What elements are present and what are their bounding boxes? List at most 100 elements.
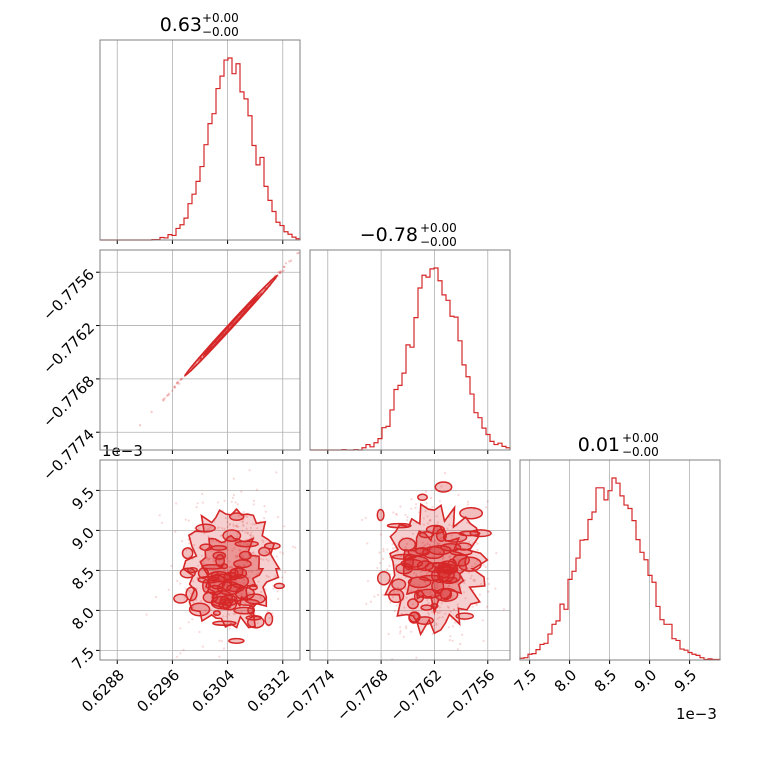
scatter-point xyxy=(173,385,176,388)
scatter-point xyxy=(447,606,450,609)
scatter-point xyxy=(226,612,229,615)
scatter-point xyxy=(228,613,231,616)
scatter-point xyxy=(232,523,235,526)
scatter-point xyxy=(405,596,408,599)
scatter-point xyxy=(423,580,426,583)
scatter-point xyxy=(451,594,454,597)
scatter-point xyxy=(442,556,445,559)
scatter-point xyxy=(223,527,226,531)
scatter-point xyxy=(251,523,254,526)
scatter-point xyxy=(432,624,436,627)
contour-island xyxy=(235,598,260,607)
scatter-point xyxy=(237,563,240,567)
scatter-point xyxy=(387,632,390,636)
scatter-point xyxy=(271,612,274,615)
scatter-point xyxy=(182,648,185,652)
scatter-point xyxy=(453,621,456,624)
scatter-point xyxy=(208,557,211,560)
scatter-point xyxy=(210,608,213,612)
scatter-point xyxy=(187,519,190,522)
scatter-point xyxy=(396,590,399,593)
scatter-point xyxy=(406,519,409,522)
scatter-point xyxy=(386,548,389,551)
scatter-point xyxy=(217,501,220,504)
scatter-point xyxy=(404,625,408,628)
title-minus: −0.00 xyxy=(202,25,239,39)
scatter-point xyxy=(228,566,231,569)
scatter-point xyxy=(138,424,142,427)
scatter-point xyxy=(228,566,231,569)
contour-island xyxy=(273,582,285,590)
scatter-point xyxy=(451,639,454,642)
x-tick-label: 0.6288 xyxy=(78,666,128,716)
scatter-point xyxy=(310,235,312,237)
scatter-point xyxy=(222,647,226,650)
scatter-point xyxy=(404,546,407,549)
scatter-point xyxy=(449,555,452,558)
scatter-point xyxy=(413,572,416,575)
scatter-point xyxy=(436,542,439,545)
histogram-panel-1 xyxy=(309,249,511,454)
scatter-point xyxy=(223,499,226,502)
scatter-point xyxy=(466,503,469,506)
contour-island xyxy=(415,616,434,626)
scatter-point xyxy=(206,557,209,560)
scatter-point xyxy=(246,543,249,546)
scatter-point xyxy=(187,621,190,624)
scatter-point xyxy=(421,541,424,544)
scatter-point xyxy=(457,493,460,496)
scatter-point xyxy=(471,605,474,608)
scatter-point xyxy=(207,558,210,561)
scatter-point xyxy=(399,632,402,635)
scatter-point xyxy=(434,586,437,589)
scatter-point xyxy=(173,385,177,388)
contour-island xyxy=(222,529,242,542)
scatter-point xyxy=(234,554,237,558)
scatter-point xyxy=(444,612,447,615)
contour-island xyxy=(258,546,271,557)
scatter-point xyxy=(274,575,277,578)
scatter-point xyxy=(472,579,475,582)
scatter-point xyxy=(428,519,431,522)
scatter-point xyxy=(457,668,459,670)
scatter-point xyxy=(415,503,418,506)
scatter-point xyxy=(195,598,198,602)
scatter-point xyxy=(196,502,199,505)
scatter-point xyxy=(262,558,265,561)
scatter-point xyxy=(167,588,170,591)
scatter-point xyxy=(376,566,379,570)
scatter-point xyxy=(422,517,425,520)
scatter-point xyxy=(228,523,231,527)
scatter-point xyxy=(228,627,231,630)
scatter-point xyxy=(246,515,249,518)
scatter-point xyxy=(282,269,285,272)
scatter-point xyxy=(264,550,268,553)
title-param-1: −0.78 +0.00 −0.00 xyxy=(360,221,457,249)
contour-island xyxy=(428,544,452,556)
scatter-point xyxy=(435,583,438,586)
scatter-point xyxy=(266,609,269,613)
scatter-point xyxy=(426,542,429,546)
scatter-point xyxy=(427,611,430,615)
title-plus: +0.00 xyxy=(420,221,457,235)
scatter-point xyxy=(243,578,246,581)
contour-island xyxy=(376,570,391,586)
scatter-point xyxy=(252,551,255,554)
histogram-step-2 xyxy=(519,477,721,661)
scatter-point xyxy=(235,525,239,528)
scatter-point xyxy=(242,523,245,526)
scatter-point xyxy=(366,542,369,545)
scatter-point xyxy=(279,271,282,274)
scatter-point xyxy=(280,270,283,273)
scatter-point xyxy=(235,524,238,527)
scatter-point xyxy=(296,252,299,255)
scatter-point xyxy=(411,603,414,606)
scatter-point xyxy=(241,554,244,558)
scatter-point xyxy=(405,542,409,546)
contour-island xyxy=(218,598,232,610)
scatter-point xyxy=(439,551,442,555)
scatter-point xyxy=(475,604,478,607)
scatter-point xyxy=(255,573,258,576)
scatter-point xyxy=(284,262,288,265)
scatter-point xyxy=(448,585,451,588)
